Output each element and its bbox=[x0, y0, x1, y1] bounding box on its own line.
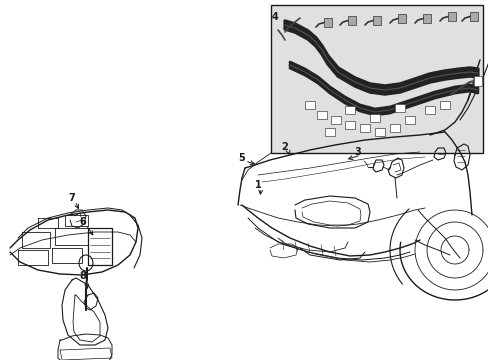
Bar bbox=[345, 121, 354, 129]
Bar bbox=[394, 104, 404, 112]
Text: 5: 5 bbox=[238, 153, 245, 163]
Bar bbox=[424, 106, 434, 114]
Bar bbox=[330, 116, 340, 124]
Text: 3: 3 bbox=[354, 147, 361, 157]
Bar bbox=[439, 101, 449, 109]
Text: 4: 4 bbox=[271, 12, 278, 22]
Bar bbox=[473, 76, 481, 86]
Text: 1: 1 bbox=[254, 180, 261, 190]
Bar bbox=[347, 16, 355, 25]
Bar bbox=[404, 116, 414, 124]
Bar bbox=[359, 124, 369, 132]
Bar bbox=[422, 14, 430, 23]
Bar bbox=[369, 114, 379, 122]
Bar bbox=[372, 16, 380, 25]
Bar bbox=[270, 5, 482, 153]
Text: 8: 8 bbox=[80, 271, 86, 281]
Bar bbox=[374, 128, 384, 136]
Text: 7: 7 bbox=[68, 193, 75, 203]
Bar bbox=[397, 14, 405, 23]
Polygon shape bbox=[79, 255, 93, 271]
Text: 6: 6 bbox=[80, 217, 86, 227]
Bar bbox=[469, 12, 477, 21]
Bar bbox=[447, 12, 455, 21]
Bar bbox=[345, 106, 354, 114]
Bar bbox=[325, 128, 334, 136]
Text: 2: 2 bbox=[281, 142, 288, 152]
Bar bbox=[316, 111, 326, 119]
Bar bbox=[305, 101, 314, 109]
Bar bbox=[324, 18, 331, 27]
Bar bbox=[389, 124, 399, 132]
